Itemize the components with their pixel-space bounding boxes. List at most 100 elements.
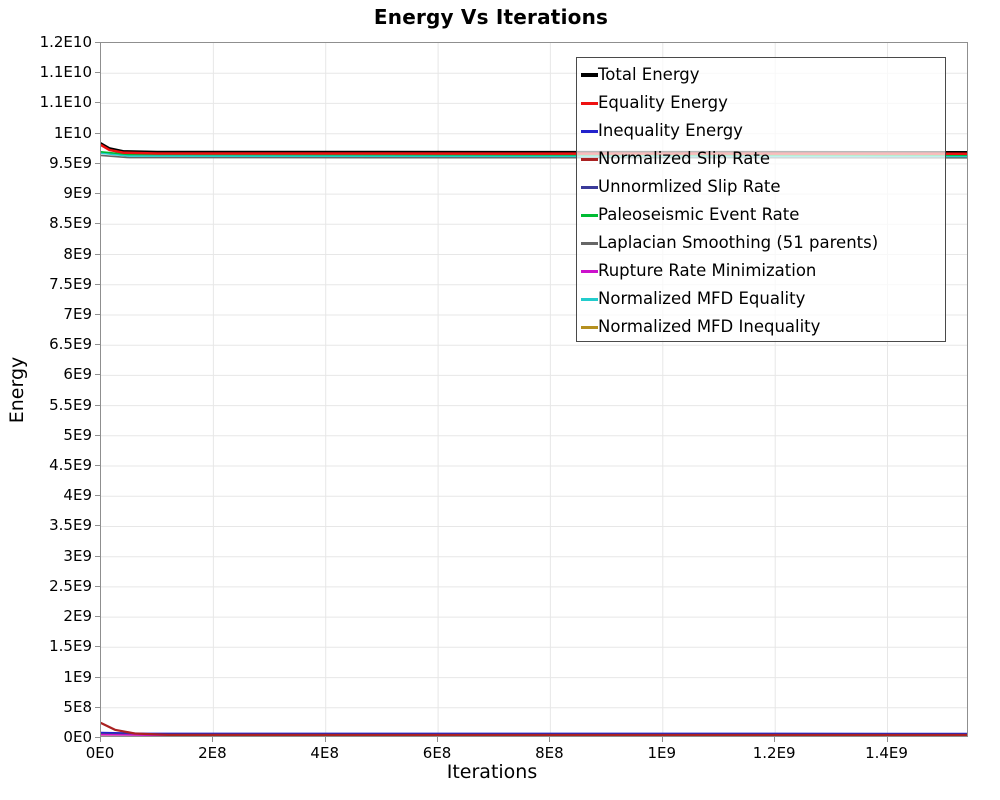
y-tick-mark: [95, 737, 100, 738]
y-tick-label: 1.1E10: [39, 93, 92, 112]
y-tick-label: 2E9: [63, 607, 92, 626]
legend-label-equality-energy: Equality Energy: [598, 93, 728, 112]
y-tick-label: 5E9: [63, 425, 92, 444]
x-tick-label: 1.2E9: [752, 744, 796, 762]
y-tick-label: 4.5E9: [49, 456, 92, 475]
y-tick-mark: [95, 646, 100, 648]
y-tick-label: 7E9: [63, 304, 92, 323]
y-tick-label: 5E8: [63, 697, 92, 716]
x-tick-mark: [212, 737, 214, 742]
legend-label-normalized-mfd-inequality: Normalized MFD Inequality: [598, 317, 821, 336]
y-tick-label: 5.5E9: [49, 395, 92, 414]
y-tick-mark: [95, 132, 100, 134]
series-line-total-energy: [101, 142, 967, 154]
legend-label-normalized-mfd-equality: Normalized MFD Equality: [598, 289, 806, 308]
x-tick-mark: [886, 737, 888, 742]
legend-item-paleoseismic-event-rate: Paleoseismic Event Rate: [581, 201, 945, 229]
legend-label-inequality-energy: Inequality Energy: [598, 121, 743, 140]
y-tick-mark: [95, 72, 100, 74]
x-axis-label: Iterations: [446, 761, 538, 783]
legend-item-rupture-rate-minimization: Rupture Rate Minimization: [581, 257, 945, 285]
x-tick-label: 4E8: [310, 744, 339, 762]
legend-item-normalized-mfd-equality: Normalized MFD Equality: [581, 285, 945, 313]
y-tick-label: 1E10: [53, 123, 92, 142]
legend-swatch-normalized-mfd-equality-icon: [581, 297, 598, 301]
legend-swatch-total-energy-icon: [581, 73, 598, 77]
y-tick-mark: [95, 344, 100, 346]
y-tick-mark: [95, 162, 100, 164]
legend-label-rupture-rate-minimization: Rupture Rate Minimization: [598, 261, 817, 280]
y-tick-label: 9E9: [63, 184, 92, 203]
y-tick-label: 2.5E9: [49, 576, 92, 595]
y-tick-mark: [95, 525, 100, 527]
legend-item-equality-energy: Equality Energy: [581, 89, 945, 117]
x-tick-label: 1E9: [647, 744, 677, 762]
y-tick-label: 9.5E9: [49, 153, 92, 172]
legend-item-laplacian-smoothing-51-parents: Laplacian Smoothing (51 parents): [581, 229, 945, 257]
x-tick-label: 0E0: [85, 744, 115, 762]
legend-label-laplacian-smoothing-51-parents: Laplacian Smoothing (51 parents): [598, 233, 879, 252]
y-tick-label: 1.1E10: [39, 63, 92, 82]
y-tick-label: 1.5E9: [49, 637, 92, 656]
y-tick-mark: [95, 193, 100, 195]
y-tick-mark: [95, 313, 100, 315]
y-tick-mark: [95, 616, 100, 618]
legend-item-total-energy: Total Energy: [581, 61, 945, 89]
y-tick-mark: [95, 223, 100, 225]
y-tick-mark: [95, 102, 100, 104]
legend-swatch-unnormlized-slip-rate-icon: [581, 185, 598, 189]
x-tick-mark: [661, 737, 663, 742]
x-tick-label: 6E8: [422, 744, 452, 762]
y-tick-label: 8.5E9: [49, 214, 92, 233]
legend-label-paleoseismic-event-rate: Paleoseismic Event Rate: [598, 205, 800, 224]
legend: Total Energy Equality Energy Inequality En…: [576, 57, 946, 342]
x-tick-mark: [437, 737, 439, 742]
series-line-inequality-energy: [101, 731, 967, 735]
y-tick-label: 7.5E9: [49, 274, 92, 293]
y-tick-mark: [95, 283, 100, 285]
legend-swatch-normalized-slip-rate-icon: [581, 157, 598, 161]
y-tick-mark: [95, 434, 100, 436]
y-tick-label: 1E9: [63, 667, 92, 686]
y-tick-mark: [95, 404, 100, 406]
y-tick-label: 0E0: [63, 728, 92, 746]
legend-item-normalized-slip-rate: Normalized Slip Rate: [581, 145, 945, 173]
y-tick-label: 3E9: [63, 546, 92, 565]
legend-swatch-laplacian-smoothing-51-parents-icon: [581, 241, 598, 245]
legend-label-unnormlized-slip-rate: Unnormlized Slip Rate: [598, 177, 781, 196]
y-tick-label: 1.2E10: [39, 33, 92, 51]
chart-title: Energy Vs Iterations: [373, 5, 609, 29]
legend-item-inequality-energy: Inequality Energy: [581, 117, 945, 145]
y-tick-mark: [95, 374, 100, 376]
y-tick-mark: [95, 253, 100, 255]
legend-swatch-rupture-rate-minimization-icon: [581, 269, 598, 273]
y-tick-label: 4E9: [63, 486, 92, 505]
y-tick-label: 6.5E9: [49, 335, 92, 354]
y-tick-mark: [95, 465, 100, 467]
x-tick-label: 1.4E9: [865, 744, 908, 762]
y-tick-mark: [95, 676, 100, 678]
y-tick-mark: [95, 495, 100, 497]
y-tick-label: 3.5E9: [49, 516, 92, 535]
x-tick-label: 2E8: [198, 744, 227, 762]
y-tick-label: 8E9: [63, 244, 92, 263]
y-tick-label: 6E9: [63, 365, 92, 384]
legend-swatch-equality-energy-icon: [581, 101, 598, 105]
y-tick-mark: [95, 555, 100, 557]
x-tick-mark: [324, 737, 326, 742]
y-tick-mark: [95, 706, 100, 708]
legend-swatch-normalized-mfd-inequality-icon: [581, 325, 598, 329]
y-tick-mark: [95, 42, 100, 43]
legend-item-unnormlized-slip-rate: Unnormlized Slip Rate: [581, 173, 945, 201]
x-tick-label: 8E8: [535, 744, 564, 762]
series-line-equality-energy: [101, 143, 967, 155]
legend-swatch-paleoseismic-event-rate-icon: [581, 213, 598, 217]
legend-swatch-inequality-energy-icon: [581, 129, 598, 133]
legend-label-total-energy: Total Energy: [598, 65, 700, 84]
y-tick-mark: [95, 585, 100, 587]
legend-item-normalized-mfd-inequality: Normalized MFD Inequality: [581, 313, 945, 341]
x-tick-mark: [549, 737, 551, 742]
legend-label-normalized-slip-rate: Normalized Slip Rate: [598, 149, 771, 168]
x-tick-mark: [100, 737, 101, 742]
